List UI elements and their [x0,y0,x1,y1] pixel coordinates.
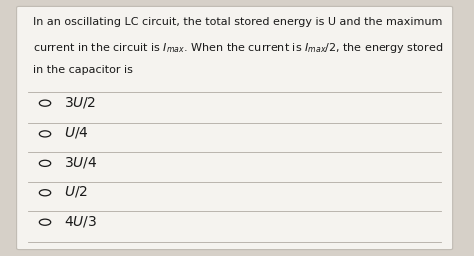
Text: $U/4$: $U/4$ [64,125,89,141]
Text: In an oscillating LC circuit, the total stored energy is U and the maximum: In an oscillating LC circuit, the total … [33,17,443,27]
Text: in the capacitor is: in the capacitor is [33,65,133,75]
Text: $U/2$: $U/2$ [64,184,88,199]
Text: $3U/4$: $3U/4$ [64,155,98,170]
Text: $4U/3$: $4U/3$ [64,214,97,229]
FancyBboxPatch shape [17,6,453,250]
Text: $3U/2$: $3U/2$ [64,95,96,110]
Text: current in the circuit is $I_{max}$. When the current is $I_{max}$/2, the energy: current in the circuit is $I_{max}$. Whe… [33,41,443,55]
